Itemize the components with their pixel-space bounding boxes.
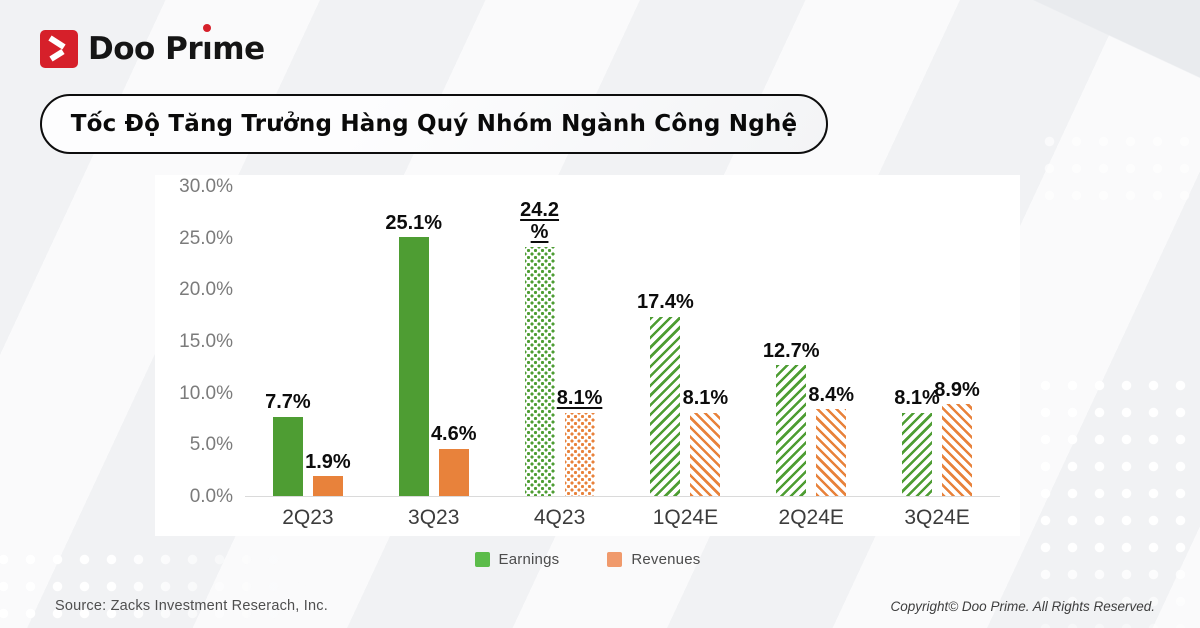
y-tick-label: 20.0% (179, 279, 233, 301)
legend-label-earnings: Earnings (498, 551, 560, 568)
x-axis-label-4q23: 4Q23 (533, 506, 586, 529)
plot-area: 7.7% 1.9% 25.1% 4.6% 24.2% 8.1% 17.4% 8.1% 12.7%… (245, 187, 1000, 497)
chart-title-box: Tốc Độ Tăng Trưởng Hàng Quý Nhóm Ngành C… (40, 94, 828, 154)
bar-stack: 8.9% (934, 187, 980, 496)
dot-grid-pattern-right (1032, 372, 1200, 628)
bar-revenues-3q24e (942, 404, 973, 496)
bar-value-label: 8.1% (894, 387, 940, 410)
x-axis-label-3q23: 3Q23 (408, 506, 460, 529)
bar-stack: 8.4% (808, 187, 854, 496)
bar-stack: 12.7% (763, 187, 820, 496)
bar-stack: 24.2% (520, 187, 560, 496)
bar-revenues-2q23 (312, 476, 343, 496)
logo-text: Doo Prı me (88, 23, 265, 65)
bar-stack: 4.6% (431, 187, 477, 496)
legend-label-revenues: Revenues (631, 551, 701, 568)
page-title: Tốc Độ Tăng Trưởng Hàng Quý Nhóm Ngành C… (70, 111, 798, 137)
bar-revenues-1q24e (690, 412, 721, 496)
bar-value-label: 8.1% (682, 387, 729, 410)
chart-card: 30.0% 25.0% 20.0% 15.0% 10.0% 5.0% 0.0% 7.7% 1.… (155, 175, 1020, 536)
y-tick-label: 0.0% (189, 486, 233, 507)
doo-prime-arrow-icon (40, 30, 78, 68)
bar-earnings-3q24e (902, 412, 933, 496)
bar-earnings-4q23 (524, 246, 555, 496)
legend-item-revenues: Revenues (607, 551, 700, 568)
bar-stack: 1.9% (305, 187, 351, 496)
x-axis: 2Q23 3Q23 4Q23 1Q24E 2Q24E 3Q24E (245, 497, 1020, 530)
bar-earnings-3q23 (398, 237, 429, 496)
x-axis-label-2q24e: 2Q24E (778, 506, 844, 529)
bar-value-label: 1.9% (305, 451, 351, 474)
x-axis-label-3q24e: 3Q24E (904, 506, 970, 529)
x-axis-label-2q23: 2Q23 (282, 506, 334, 529)
bar-earnings-2q23 (272, 416, 303, 496)
bar-revenues-4q23 (564, 412, 595, 496)
bar-group-4q23: 24.2% 8.1% (497, 187, 623, 496)
chart-area: 30.0% 25.0% 20.0% 15.0% 10.0% 5.0% 0.0% 7.7% 1.… (155, 175, 1020, 507)
bar-value-label: 8.4% (808, 384, 855, 407)
bar-group-2q23: 7.7% 1.9% (245, 187, 371, 496)
bar-value-label: 25.1% (385, 212, 443, 235)
y-tick-label: 15.0% (179, 331, 233, 352)
copyright-text: Copyright© Doo Prime. All Rights Reserve… (890, 599, 1155, 614)
bar-stack: 8.1% (894, 187, 940, 496)
source-text: Source: Zacks Investment Reserach, Inc. (55, 598, 328, 614)
doo-prime-logo: Doo Prı me (40, 23, 265, 68)
bar-revenues-2q24e (816, 409, 847, 496)
bar-value-label: 12.7% (762, 339, 820, 362)
bar-group-1q24e: 17.4% 8.1% (622, 187, 748, 496)
bar-stack: 7.7% (265, 187, 311, 496)
bar-stack: 8.1% (557, 187, 602, 496)
bar-value-label: 7.7% (265, 391, 311, 414)
bar-group-3q23: 25.1% 4.6% (371, 187, 497, 496)
bar-value-label: 8.9% (934, 378, 980, 401)
revenues-swatch-icon (607, 552, 623, 567)
bar-value-label: 8.1% (556, 387, 603, 410)
dot-grid-pattern-bottom-left (0, 546, 340, 628)
y-tick-label: 30.0% (179, 176, 233, 197)
bar-stack: 25.1% (385, 187, 442, 496)
bar-group-2q24e: 12.7% 8.4% (748, 187, 874, 496)
bar-value-label: 17.4% (637, 291, 694, 314)
dot-grid-pattern-top-right (1036, 128, 1200, 214)
bar-earnings-1q24e (650, 316, 681, 496)
bar-value-label: 4.6% (430, 423, 477, 446)
bar-stack: 17.4% (637, 187, 694, 496)
bar-group-3q24e: 8.1% 8.9% (874, 187, 1000, 496)
bar-earnings-2q24e (776, 365, 807, 496)
bar-stack: 8.1% (683, 187, 728, 496)
y-axis: 30.0% 25.0% 20.0% 15.0% 10.0% 5.0% 0.0% (159, 176, 245, 507)
legend-item-earnings: Earnings (474, 551, 560, 568)
bar-revenues-3q23 (438, 448, 469, 496)
x-axis-label-1q24e: 1Q24E (652, 506, 719, 529)
earnings-swatch-icon (474, 552, 490, 567)
bar-value-label: 24.2% (520, 198, 560, 244)
y-tick-label: 10.0% (179, 382, 233, 404)
chart-legend: Earnings Revenues (155, 551, 1020, 568)
y-tick-label: 5.0% (189, 434, 233, 456)
y-tick-label: 25.0% (179, 227, 233, 249)
